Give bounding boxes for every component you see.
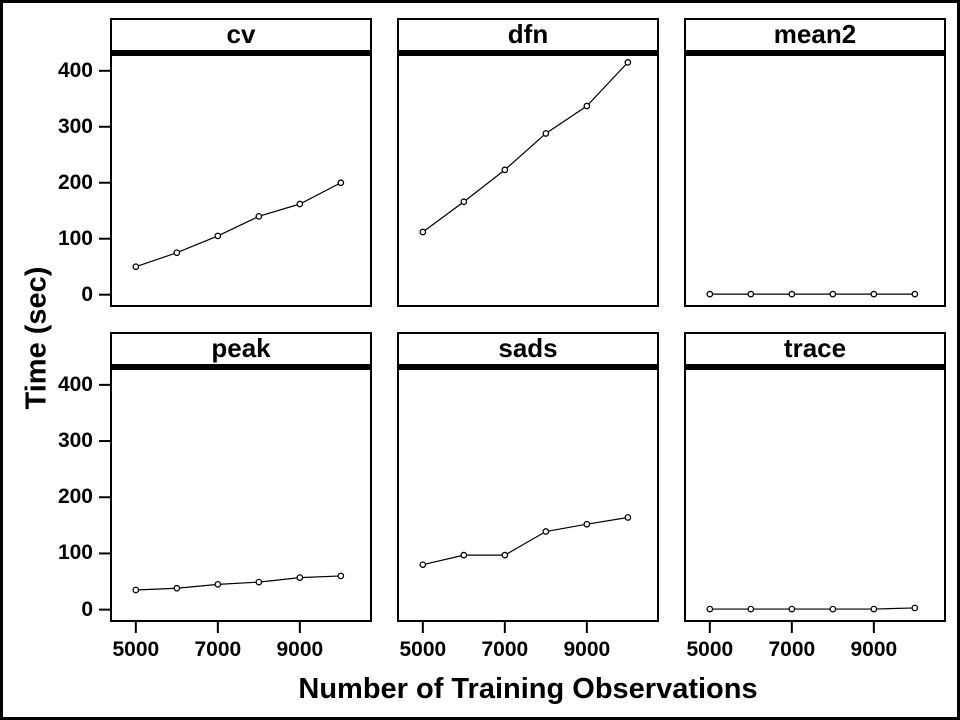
data-point [706, 605, 714, 613]
data-point [829, 605, 837, 613]
data-point [296, 200, 304, 208]
x-axis-label: Number of Training Observations [298, 673, 758, 705]
data-point [501, 166, 509, 174]
panel-sads: sads [397, 332, 659, 633]
data-line [135, 575, 341, 591]
panel-peak: peak [99, 332, 372, 633]
y-tick-label: 0 [81, 597, 93, 621]
panel-canvas [99, 368, 372, 633]
data-point [788, 605, 796, 613]
data-point [870, 290, 878, 298]
y-tick-label: 200 [57, 170, 93, 194]
panel-title-strip: cv [110, 18, 372, 54]
panel-title: mean2 [773, 19, 857, 49]
panel-plot [99, 54, 372, 307]
panel-title: dfn [507, 19, 549, 49]
data-point [214, 580, 222, 588]
data-point [542, 528, 550, 535]
panel-title-strip: trace [684, 332, 946, 368]
panel-title-strip: dfn [397, 18, 659, 54]
data-point [624, 59, 632, 66]
panel-title-strip: peak [110, 332, 372, 368]
panel-plot [684, 368, 946, 633]
y-tick-label: 300 [57, 114, 93, 138]
x-tick-label: 9000 [276, 638, 324, 661]
data-line [135, 182, 342, 268]
panel-dfn: dfn [397, 18, 659, 307]
data-point [132, 263, 140, 271]
data-point [911, 604, 919, 612]
data-point [460, 551, 468, 559]
panel-plot [99, 368, 372, 633]
data-point [337, 179, 345, 187]
data-point [173, 249, 181, 257]
x-tick-label: 5000 [112, 638, 160, 661]
data-point [788, 290, 796, 298]
data-line [422, 516, 628, 566]
data-point [501, 551, 509, 559]
data-point [583, 520, 591, 528]
data-point [583, 102, 591, 110]
panel-mean2: mean2 [684, 18, 946, 307]
y-tick-label: 300 [57, 429, 93, 453]
panel-border [684, 368, 946, 622]
x-tick-label: 5000 [399, 638, 447, 661]
data-point [419, 228, 427, 236]
data-point [829, 290, 837, 298]
y-tick-label: 400 [57, 58, 93, 82]
panel-plot [397, 54, 659, 307]
x-tick-label: 5000 [686, 638, 734, 661]
panel-border [397, 54, 659, 307]
x-tick-label: 9000 [563, 638, 611, 661]
panel-border [110, 368, 372, 622]
panel-border [397, 368, 659, 622]
x-tick-label: 7000 [481, 638, 529, 661]
panel-title-strip: sads [397, 332, 659, 368]
data-point [460, 198, 468, 206]
panel-border [110, 54, 372, 307]
panel-plot [684, 54, 946, 307]
y-tick-label: 100 [57, 226, 93, 250]
data-point [747, 290, 755, 298]
data-line [709, 607, 915, 610]
data-point [706, 290, 714, 298]
panel-plot [397, 368, 659, 633]
panel-title: cv [226, 19, 256, 49]
data-point [255, 212, 263, 220]
data-point [747, 605, 755, 613]
data-point [624, 514, 632, 521]
data-point [214, 232, 222, 240]
panel-title-strip: mean2 [684, 18, 946, 54]
data-point [296, 574, 304, 581]
data-point [255, 578, 263, 586]
y-tick-label: 0 [81, 282, 93, 306]
panel-canvas [397, 368, 659, 633]
data-point [173, 584, 181, 592]
panel-canvas [397, 54, 659, 307]
y-tick-label: 100 [57, 541, 93, 565]
panel-title: peak [211, 333, 271, 363]
panel-trace: trace [684, 332, 946, 633]
data-line [422, 61, 629, 233]
x-tick-label: 9000 [850, 638, 898, 661]
panel-canvas [684, 368, 946, 633]
panel-canvas [684, 54, 946, 307]
data-point [132, 586, 140, 594]
x-tick-label: 7000 [194, 638, 242, 661]
data-point [911, 290, 919, 298]
y-tick-label: 200 [57, 485, 93, 509]
data-point [337, 572, 345, 580]
data-point [542, 130, 550, 137]
data-point [419, 561, 427, 569]
panel-border [684, 54, 946, 307]
panel-title: sads [498, 333, 558, 363]
data-point [870, 605, 878, 613]
panel-title: trace [783, 333, 847, 363]
y-tick-label: 400 [57, 372, 93, 396]
panel-canvas [99, 54, 372, 307]
panel-cv: cv [99, 18, 372, 307]
x-tick-label: 7000 [768, 638, 816, 661]
